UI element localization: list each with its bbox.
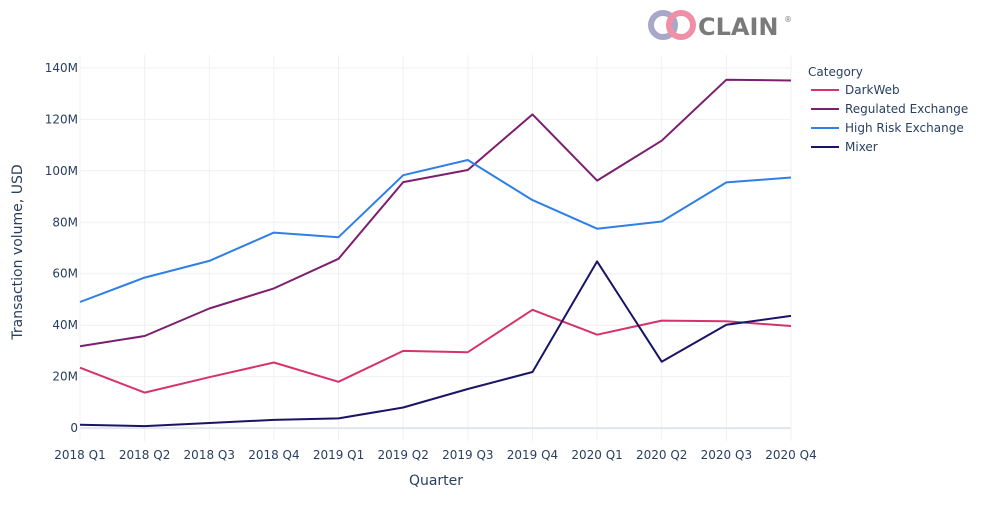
legend-item-mixer: Mixer [845, 140, 878, 154]
y-tick-label: 60M [52, 267, 78, 281]
x-tick-label: 2018 Q1 [54, 448, 105, 462]
y-axis-title: Transaction volume, USD [10, 164, 26, 340]
logo-ring-right-icon [666, 10, 696, 40]
x-tick-label: 2018 Q2 [119, 448, 170, 462]
x-tick-label: 2019 Q2 [377, 448, 428, 462]
y-tick-label: 140M [45, 61, 78, 75]
y-tick-label: 100M [45, 164, 78, 178]
series-line-regulated-exchange [79, 78, 792, 348]
y-tick-label: 20M [52, 370, 78, 384]
x-tick-label: 2019 Q4 [507, 448, 558, 462]
x-axis-ticks: 2018 Q1 2018 Q2 2018 Q3 2018 Q4 2019 Q1 2019 … [54, 448, 816, 462]
y-tick-label: 80M [52, 215, 78, 229]
y-tick-label: 40M [52, 318, 78, 332]
x-tick-label: 2019 Q1 [313, 448, 364, 462]
logo-ring-left-icon [648, 10, 678, 40]
brand-logo: CLAIN ® [648, 10, 792, 41]
series-line-high-risk-exchange [79, 159, 792, 303]
x-tick-label: 2020 Q1 [571, 448, 622, 462]
brand-name: CLAIN [698, 13, 779, 41]
x-tick-label: 2020 Q2 [636, 448, 687, 462]
legend-item-high-risk-exchange: High Risk Exchange [845, 121, 964, 135]
x-tick-label: 2018 Q4 [248, 448, 299, 462]
x-tick-label: 2018 Q3 [184, 448, 235, 462]
y-axis-ticks: 0 20M 40M 60M 80M 100M 120M 140M [45, 61, 78, 435]
y-tick-label: 0 [70, 421, 78, 435]
grid [79, 55, 792, 441]
legend-item-regulated-exchange: Regulated Exchange [845, 102, 968, 116]
series-lines [79, 78, 792, 428]
series-line-darkweb [79, 308, 792, 394]
y-tick-label: 120M [45, 112, 78, 126]
x-axis-title: Quarter [409, 473, 463, 489]
x-tick-label: 2019 Q3 [442, 448, 493, 462]
brand-trademark: ® [784, 15, 792, 24]
series-line-mixer [79, 260, 792, 428]
x-tick-label: 2020 Q3 [701, 448, 752, 462]
legend: Category DarkWeb Regulated Exchange High R… [808, 65, 968, 154]
legend-title: Category [808, 65, 863, 79]
legend-item-darkweb: DarkWeb [845, 83, 900, 97]
x-tick-label: 2020 Q4 [765, 448, 816, 462]
